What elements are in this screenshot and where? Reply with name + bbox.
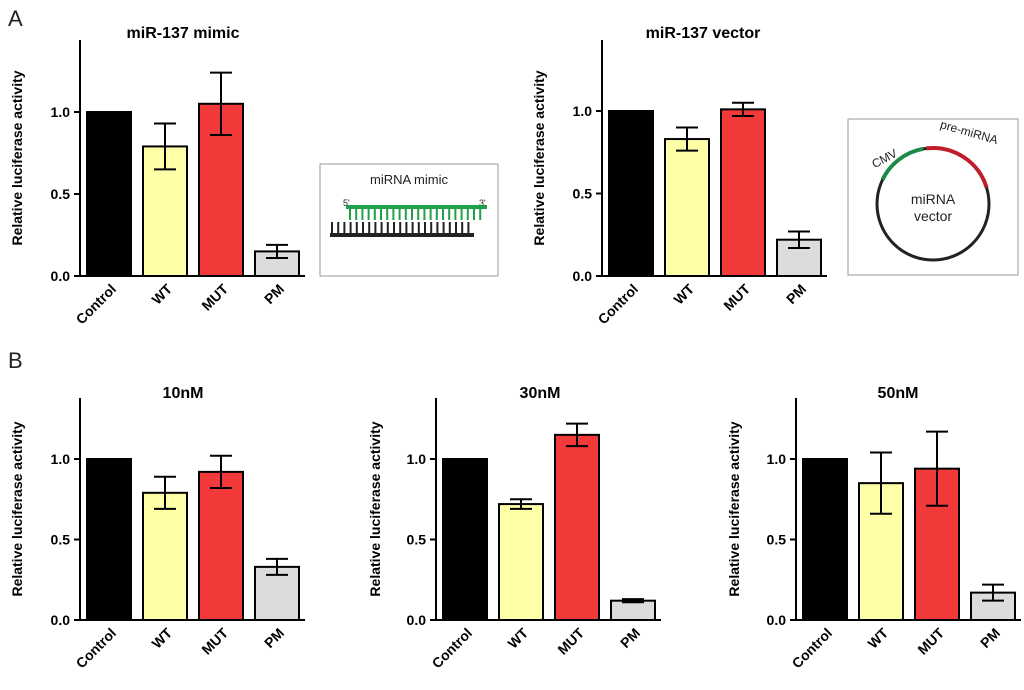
mimic-3prime-label: 3' (479, 198, 486, 208)
x-tick-label: Control (429, 625, 476, 672)
panel-label-a: A (8, 6, 23, 31)
chart-1: miR-137 mimic Relative luciferase activit… (9, 25, 305, 327)
y-tick-label: 0.5 (51, 532, 71, 548)
chart-3: 10nM Relative luciferase activity 0.0 0.5 1.… (9, 385, 305, 671)
y-tick-label: 0.0 (51, 268, 71, 284)
bar-control (86, 458, 132, 621)
chart-title: 10nM (163, 385, 204, 402)
x-tick-label: MUT (198, 624, 231, 657)
chart-title: miR-137 mimic (127, 25, 240, 42)
bar-wt (498, 503, 544, 621)
vector-center-label-1: miRNA (911, 191, 956, 207)
y-tick-label: 0.5 (51, 186, 71, 202)
y-tick-label: 1.0 (573, 103, 593, 119)
cmv-promoter-arc (880, 146, 924, 181)
chart-title: 50nM (878, 385, 919, 402)
y-axis-label: Relative luciferase activity (9, 421, 25, 596)
mimic-diagram-label: miRNA mimic (370, 172, 448, 187)
x-tick-label: WT (670, 280, 697, 307)
x-tick-label: PM (261, 625, 287, 651)
x-tick-label: Control (595, 281, 642, 328)
y-tick-label: 0.5 (767, 532, 787, 548)
x-tick-label: WT (504, 624, 531, 651)
x-tick-label: MUT (914, 624, 947, 657)
bar-pm (610, 599, 656, 621)
y-tick-label: 0.5 (407, 532, 427, 548)
x-tick-label: MUT (720, 280, 753, 313)
x-tick-label: Control (789, 625, 836, 672)
x-tick-label: PM (783, 281, 809, 307)
y-tick-label: 0.0 (51, 612, 71, 628)
y-axis-label: Relative luciferase activity (9, 70, 25, 245)
bar-control (608, 110, 654, 277)
mimic-strands (330, 205, 487, 237)
x-tick-label: WT (148, 280, 175, 307)
mirna-mimic-diagram: miRNA mimic 5' 3' (319, 163, 499, 277)
x-tick-label: Control (73, 625, 120, 672)
y-tick-label: 0.5 (573, 186, 593, 202)
pre-mirna-arc (925, 145, 989, 189)
x-tick-label: MUT (198, 280, 231, 313)
chart-title: 30nM (520, 385, 561, 402)
y-tick-label: 0.0 (407, 612, 427, 628)
chart-2: miR-137 vector Relative luciferase activi… (531, 25, 827, 327)
mirna-vector-diagram: CMV pre-miRNA miRNA vector (847, 117, 1019, 276)
chart-title: miR-137 vector (646, 25, 761, 42)
x-tick-label: PM (977, 625, 1003, 651)
y-tick-label: 1.0 (51, 451, 71, 467)
x-tick-label: PM (261, 281, 287, 307)
x-tick-label: PM (617, 625, 643, 651)
bar-wt (664, 138, 710, 277)
x-tick-label: Control (73, 281, 120, 328)
x-tick-label: WT (148, 624, 175, 651)
bar-mut (720, 108, 766, 277)
y-tick-label: 1.0 (407, 451, 427, 467)
y-axis-label: Relative luciferase activity (726, 421, 742, 596)
y-tick-label: 0.0 (767, 612, 787, 628)
bar-control (86, 111, 132, 277)
y-tick-label: 1.0 (767, 451, 787, 467)
chart-4: 30nM Relative luciferase activity 0.0 0.5 1.… (367, 385, 661, 671)
bar-mut (554, 433, 600, 621)
x-tick-label: WT (864, 624, 891, 651)
y-axis-label: Relative luciferase activity (531, 70, 547, 245)
bar-wt (142, 491, 188, 621)
panel-label-b: B (8, 348, 23, 373)
y-tick-label: 0.0 (573, 268, 593, 284)
bar-mut (198, 470, 244, 621)
chart-5: 50nM Relative luciferase activity 0.0 0.5 1.… (726, 385, 1021, 671)
bar-control (442, 458, 488, 621)
y-tick-label: 1.0 (51, 104, 71, 120)
mimic-5prime-label: 5' (343, 198, 350, 208)
x-tick-label: MUT (554, 624, 587, 657)
y-axis-label: Relative luciferase activity (367, 421, 383, 596)
charts-layer: miR-137 mimic Relative luciferase activit… (9, 25, 1021, 671)
bar-control (802, 458, 848, 621)
vector-center-label-2: vector (914, 208, 952, 224)
